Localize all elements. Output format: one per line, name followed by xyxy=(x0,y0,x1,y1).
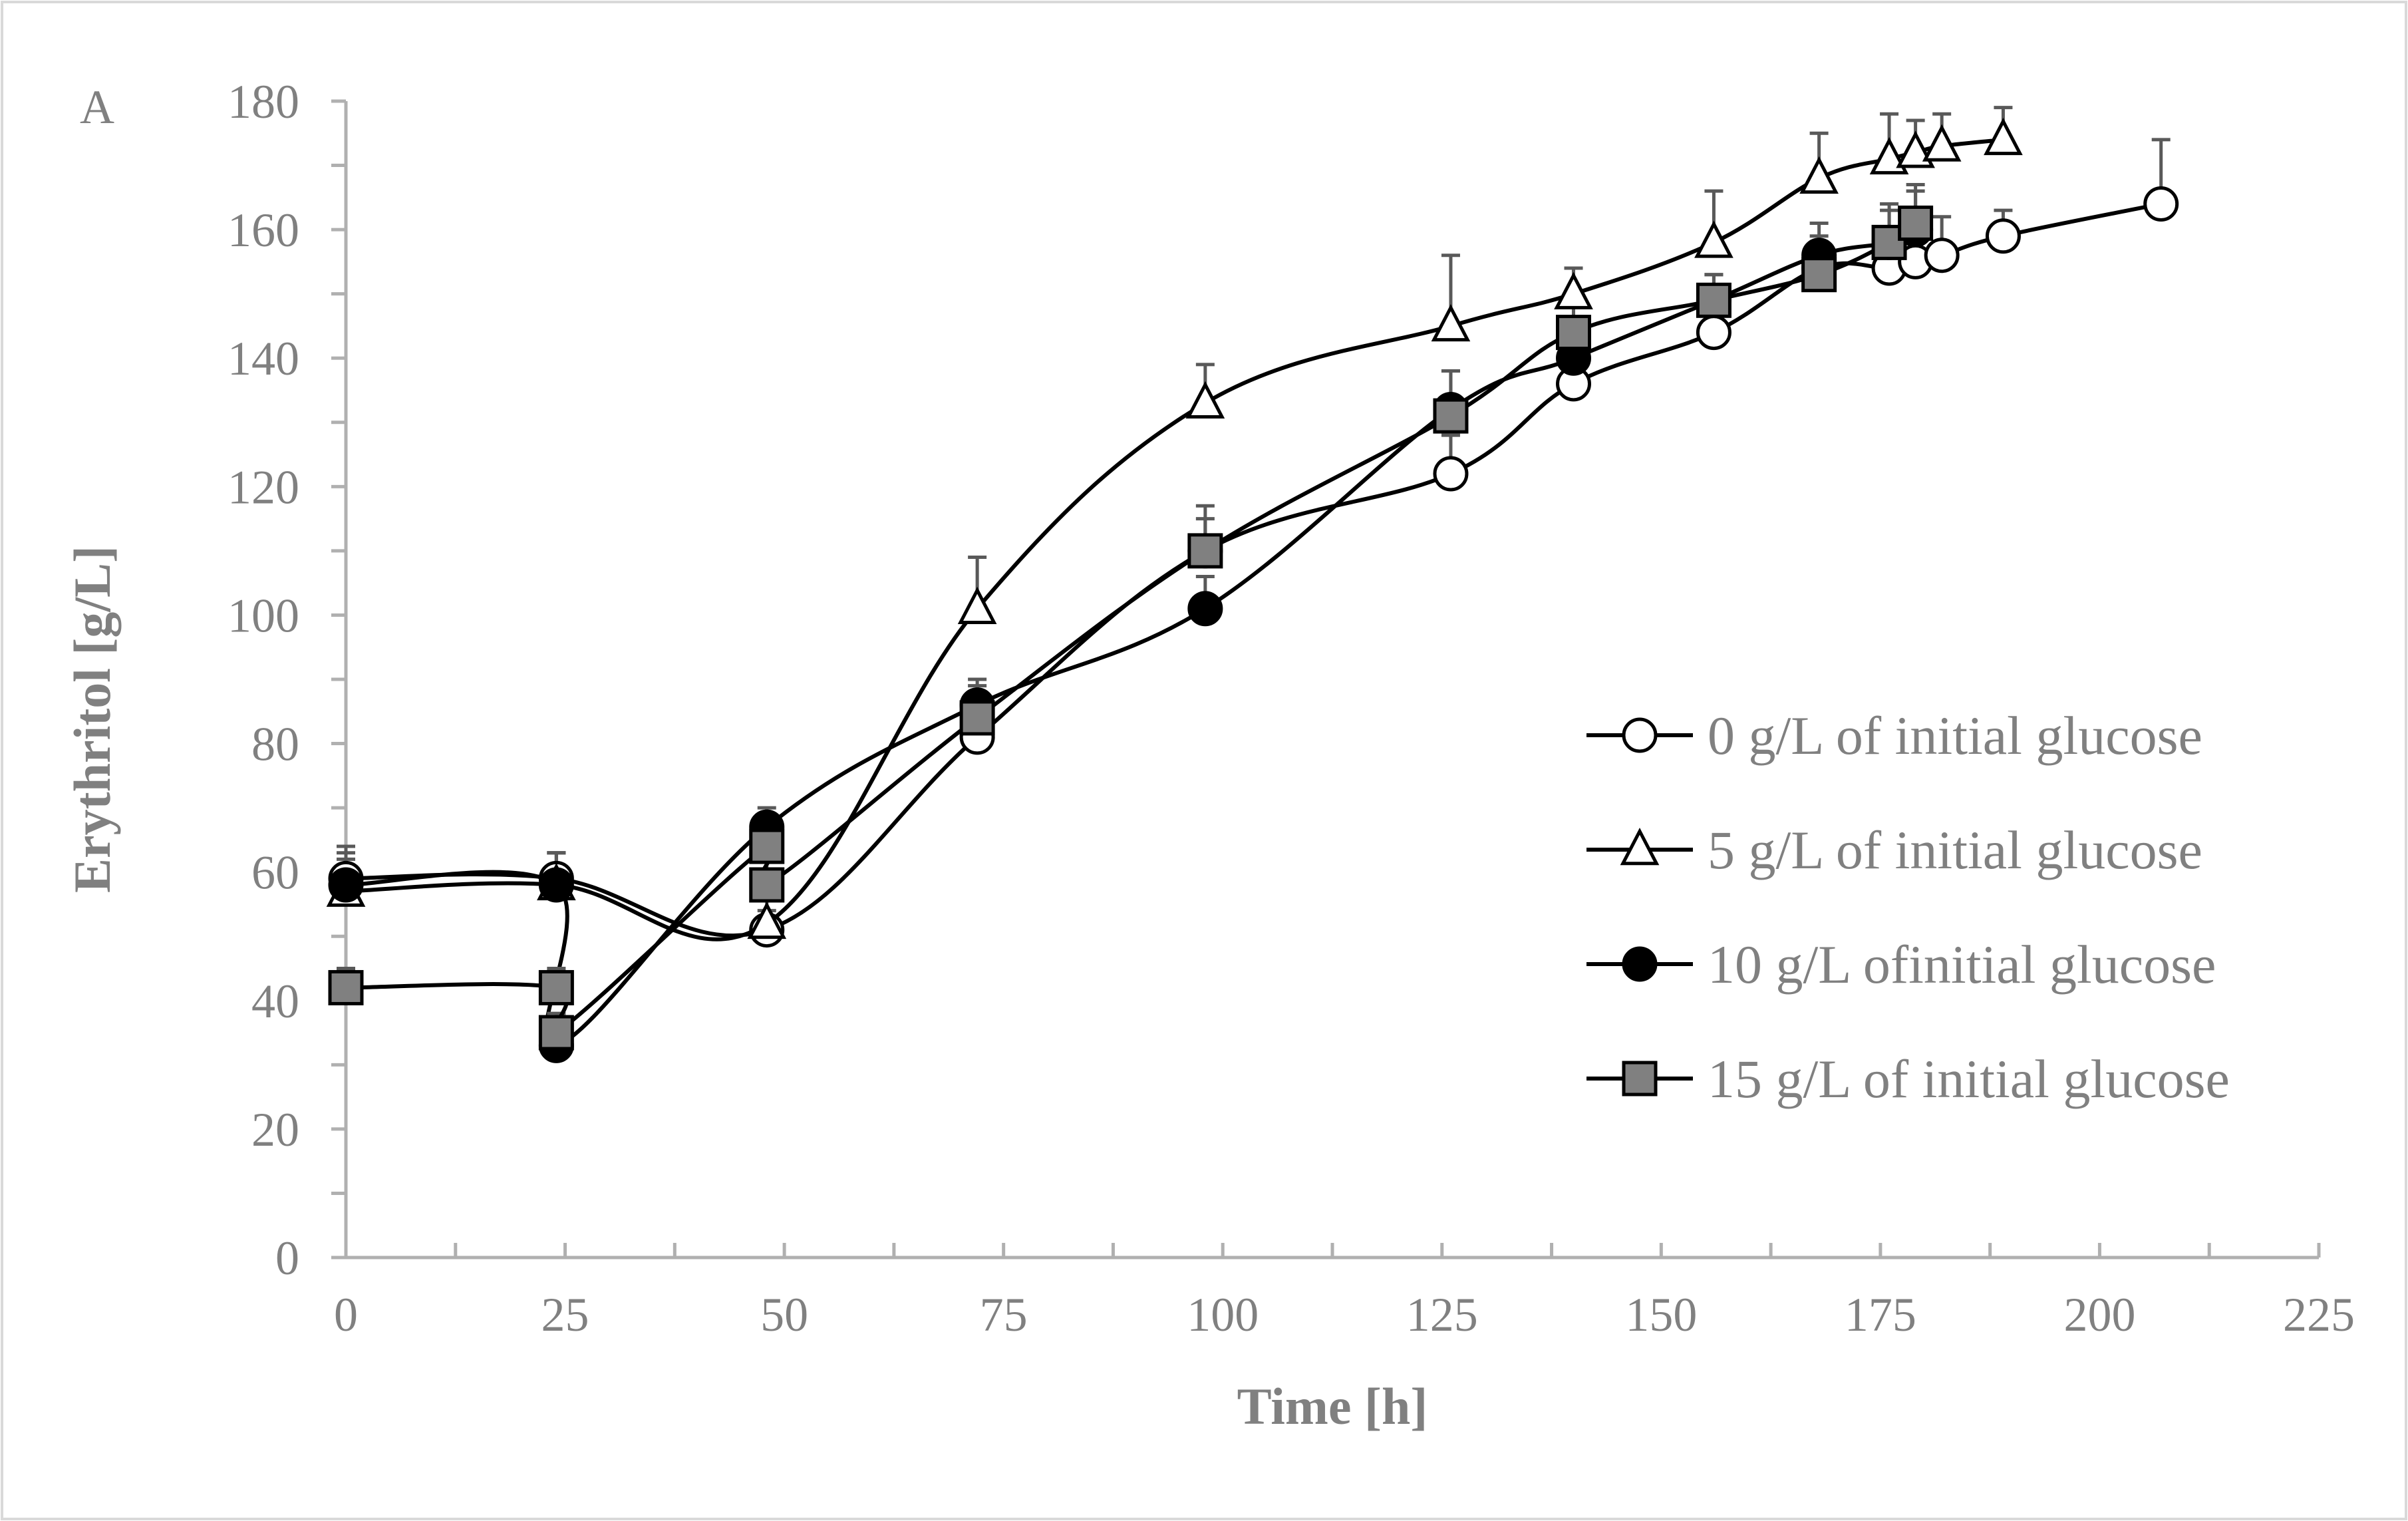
y-tick-label: 0 xyxy=(275,1232,299,1285)
data-point-open-circle xyxy=(1622,717,1658,753)
data-point-filled-circle xyxy=(328,867,364,903)
data-point-filled-square xyxy=(1187,533,1223,569)
data-point-filled-square xyxy=(1433,398,1469,434)
data-point-filled-square xyxy=(538,969,574,1005)
legend-item: 15 g/L of initial glucose xyxy=(1586,1049,2230,1109)
legend-label: 10 g/L ofinitial glucose xyxy=(1708,934,2216,995)
legend-item: 10 g/L ofinitial glucose xyxy=(1586,934,2216,995)
x-tick-label: 0 xyxy=(334,1288,358,1341)
y-tick-label: 80 xyxy=(251,718,299,771)
x-tick-label: 50 xyxy=(760,1288,808,1341)
legend-item: 0 g/L of initial glucose xyxy=(1586,705,2202,766)
y-tick-label: 160 xyxy=(227,204,299,257)
x-tick-label: 125 xyxy=(1406,1288,1478,1341)
data-point-filled-circle xyxy=(538,867,574,903)
x-tick-label: 225 xyxy=(2283,1288,2355,1341)
data-point-open-triangle xyxy=(1799,156,1839,194)
y-tick-label: 180 xyxy=(227,75,299,128)
y-tick-label: 60 xyxy=(251,846,299,900)
data-point-open-triangle xyxy=(1922,124,1962,162)
data-point-filled-square xyxy=(1622,1061,1658,1097)
y-tick-label: 120 xyxy=(227,460,299,514)
legend: 0 g/L of initial glucose 5 g/L of initial… xyxy=(1586,705,2230,1109)
data-point-open-triangle xyxy=(1869,136,1909,175)
data-point-filled-square xyxy=(538,1015,574,1051)
data-point-open-triangle xyxy=(1431,303,1471,342)
data-point-open-circle xyxy=(1696,315,1731,351)
x-tick-label: 175 xyxy=(1845,1288,1916,1341)
y-tick-label: 140 xyxy=(227,332,299,385)
panel-label: A xyxy=(80,81,114,134)
legend-label: 0 g/L of initial glucose xyxy=(1708,705,2202,766)
data-point-open-triangle xyxy=(1620,827,1660,866)
data-point-filled-square xyxy=(1898,205,1934,241)
data-point-filled-square xyxy=(328,969,364,1005)
data-point-open-circle xyxy=(1433,456,1469,492)
y-tick-label: 40 xyxy=(251,975,299,1028)
x-tick-label: 75 xyxy=(980,1288,1028,1341)
series-line xyxy=(345,228,1917,1049)
data-point-open-triangle xyxy=(1185,381,1225,419)
axes: 0 20 40 60 80 100 120 140 160 180 0 25 50 75 100 125 150… xyxy=(227,75,2355,1341)
y-tick-label: 100 xyxy=(227,589,299,642)
data-point-filled-square xyxy=(749,867,785,903)
legend-label: 5 g/L of initial glucose xyxy=(1708,820,2202,880)
y-tick-label: 20 xyxy=(251,1103,299,1156)
data-point-filled-square xyxy=(749,828,785,864)
data-point-filled-square xyxy=(1556,315,1592,351)
x-axis-title: Time [h] xyxy=(1237,1377,1428,1435)
data-point-open-triangle xyxy=(1694,220,1733,258)
data-point-open-circle xyxy=(2143,186,2179,222)
data-point-open-triangle xyxy=(1896,130,1935,168)
y-axis-title: Erythritol [g/L] xyxy=(63,546,121,893)
series-markers-3 xyxy=(328,205,1934,1051)
data-point-filled-circle xyxy=(1187,591,1223,627)
x-tick-label: 100 xyxy=(1187,1288,1259,1341)
data-point-open-triangle xyxy=(1554,271,1593,309)
legend-item: 5 g/L of initial glucose xyxy=(1586,820,2202,880)
data-point-open-circle xyxy=(1924,238,1960,273)
data-series xyxy=(326,106,2179,1063)
x-tick-label: 25 xyxy=(541,1288,589,1341)
data-point-filled-square xyxy=(1801,257,1837,293)
legend-label: 15 g/L of initial glucose xyxy=(1708,1049,2230,1109)
data-point-open-triangle xyxy=(957,586,997,624)
x-tick-label: 150 xyxy=(1625,1288,1697,1341)
data-point-open-triangle xyxy=(747,901,787,939)
x-tick-label: 200 xyxy=(2063,1288,2135,1341)
data-point-filled-square xyxy=(1696,282,1731,318)
data-point-filled-circle xyxy=(1622,946,1658,982)
data-point-open-triangle xyxy=(1984,117,2023,156)
data-point-filled-square xyxy=(959,700,995,736)
data-point-open-circle xyxy=(1985,218,2021,254)
